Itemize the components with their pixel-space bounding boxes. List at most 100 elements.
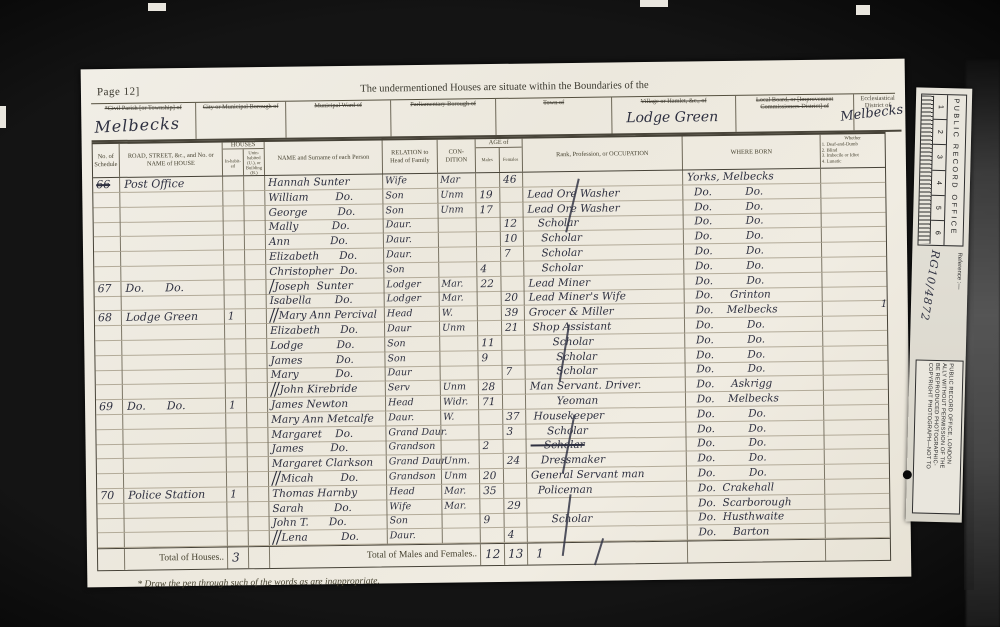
inhabited-cell: [224, 265, 246, 281]
person-name: Elizabeth Do.: [270, 323, 359, 337]
total-females-value: 13: [504, 543, 529, 565]
road-cell: [122, 324, 226, 341]
col-road: ROAD, STREET, &c., and No. or NAME of HO…: [119, 142, 224, 177]
road-cell: [123, 472, 228, 489]
inhabited-cell: [225, 353, 247, 370]
uninhabited-cell: [247, 442, 269, 458]
schedule-cell: [95, 385, 123, 401]
relation-cell: Son: [385, 336, 441, 353]
inhabited-cell: [223, 205, 245, 222]
person-name: Lena Do.: [281, 530, 360, 544]
schedule-cell: [97, 503, 125, 519]
age-female-cell: 24: [503, 453, 527, 470]
relation-cell: Daur.: [383, 232, 440, 249]
header-box-civil-parish: *Civil Parish [or Township] of Melbecks: [91, 102, 197, 141]
ruler-number: 5: [931, 195, 945, 221]
condition-cell: Mar: [438, 173, 477, 189]
infirmity-cell: [825, 508, 890, 525]
relation-cell: Grandson: [386, 440, 442, 456]
schedule-cell: [96, 444, 124, 460]
census-document: Page 12] The undermentioned Houses are s…: [80, 58, 912, 590]
header-box-parliamentary-borough: Parliamentary Borough of: [391, 98, 497, 137]
schedule-cell: 68: [94, 311, 123, 327]
age-male-cell: [476, 217, 501, 233]
record-office-title: PUBLIC RECORD OFFICE: [949, 98, 962, 236]
age-male-cell: 19: [476, 187, 501, 204]
road-cell: [122, 383, 226, 401]
age-female-cell: 39: [501, 305, 525, 322]
infirmity-cell: [825, 493, 890, 510]
condition-cell: [442, 528, 481, 544]
infirmity-cell: [823, 375, 888, 391]
relation-cell: Daur.: [383, 218, 439, 234]
infirmity-line: 4. Lunatic: [821, 159, 842, 165]
uninhabited-cell: [247, 412, 269, 429]
schedule-cell: [96, 473, 125, 490]
person-name: Hannah Sunter: [268, 175, 350, 189]
scan-speck: [856, 5, 870, 15]
road-cell: [124, 516, 228, 534]
age-male-cell: [478, 365, 503, 381]
copyright-stamp: COPYRIGHT PHOTOGRAPH—NOT TO BE REPRODUCED…: [911, 359, 964, 515]
totals-spacer: [97, 548, 126, 571]
infirmity-cell: [823, 345, 888, 362]
col-age-males: Males: [475, 147, 500, 173]
condition-cell: [439, 247, 478, 263]
civil-parish-value: Melbecks: [93, 113, 181, 137]
inhabited-cell: [227, 516, 249, 532]
relation-cell: Lodger: [384, 277, 440, 294]
document-inner: Page 12] The undermentioned Houses are s…: [90, 70, 904, 590]
age-female-cell: [504, 483, 528, 499]
age-female-cell: 46: [500, 172, 524, 188]
col-inhabited: In-habit-ed: [222, 149, 245, 176]
margin-ink-mark: 1: [880, 298, 888, 310]
condition-cell: W.: [441, 409, 480, 426]
person-name: Thomas Harnby: [272, 486, 358, 500]
ruler-number: 1: [933, 94, 948, 121]
relation-cell: Head: [385, 395, 442, 412]
inhabited-cell: [225, 368, 247, 384]
schedule-cell: [93, 192, 121, 209]
age-female-cell: [500, 202, 524, 218]
road-cell: [124, 531, 228, 549]
inhabited-cell: [226, 457, 248, 473]
uninhabited-cell: [247, 427, 269, 443]
relation-cell: Grand Daur.: [386, 425, 447, 441]
condition-cell: [442, 513, 481, 530]
schedule-cell: 69: [95, 399, 124, 416]
infirmity-cell: [824, 404, 889, 421]
relation-cell: Serv: [385, 380, 441, 397]
relation-cell: Grandson: [386, 469, 443, 486]
header-box-label: Village or Hamlet, &c., of: [640, 97, 707, 106]
occupation-cell: [527, 525, 688, 543]
age-female-cell: [502, 335, 526, 351]
road-cell: [122, 339, 226, 356]
inhabited-cell: [224, 324, 247, 340]
scan-speck: [640, 0, 668, 7]
road-cell: [120, 191, 224, 208]
relation-cell: Daur: [385, 366, 441, 382]
age-female-cell: [501, 276, 525, 292]
ruler-number: 4: [931, 170, 946, 196]
age-male-cell: 28: [478, 380, 503, 396]
road-cell: [121, 250, 225, 267]
person-name: John Kirebride: [279, 382, 358, 396]
total-houses-value: 3: [227, 547, 250, 569]
inhabited-cell: [226, 413, 248, 429]
person-name: Sarah Do.: [272, 501, 352, 515]
inhabited-cell: [223, 220, 245, 236]
schedule-cell: 70: [97, 488, 125, 504]
road-cell: Lodge Green: [121, 309, 225, 327]
age-male-cell: [477, 306, 502, 322]
infirmity-cell: [824, 419, 889, 436]
uninhabited-cell: [245, 264, 267, 281]
col-infirmity: Whether 1. Deaf-and-Dumb 2. Blind 3. Imbeci…: [821, 134, 885, 168]
inhabited-cell: [224, 250, 246, 266]
infirmity-cell: [823, 360, 888, 377]
age-female-cell: 4: [504, 527, 528, 544]
age-male-cell: 9: [480, 513, 505, 529]
condition-cell: W.: [439, 306, 478, 322]
col-where-born: WHERE BORN: [682, 134, 821, 170]
person-name: Elizabeth Do.: [269, 249, 358, 263]
